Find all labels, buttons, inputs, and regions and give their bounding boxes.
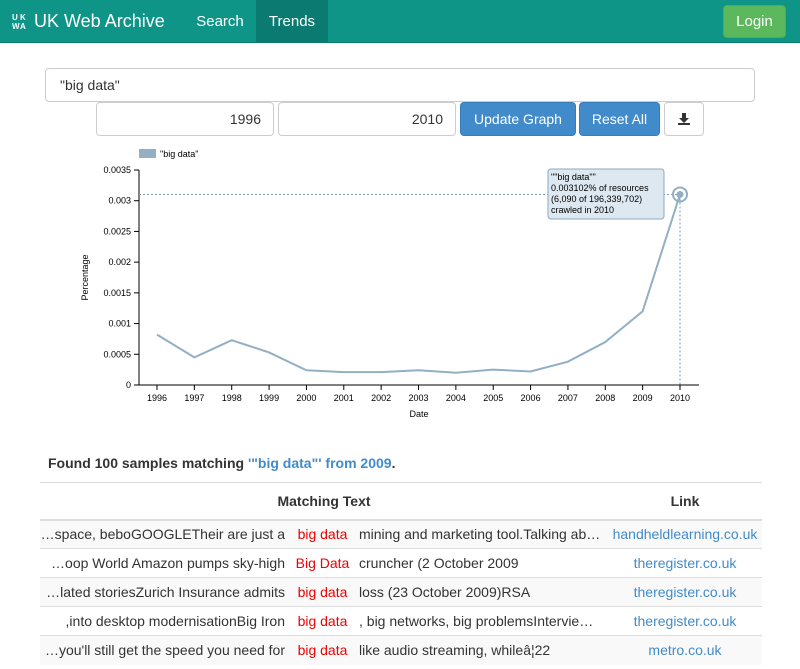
match-suffix: like audio streaming, whileâ¦22 [353,635,608,665]
y-tick-label: 0.0035 [103,165,131,175]
result-link[interactable]: theregister.co.uk [608,548,762,578]
legend-label: "big data" [160,149,198,159]
trend-chart: 0 0.0005 0.001 0.0015 0.002 0.0025 0.003 0.0035… [80,149,699,419]
table-row: …oop World Amazon pumps sky-high Big Data… [40,548,762,578]
x-tick-label: 1997 [184,393,204,403]
y-tick-label: 0.002 [108,257,131,267]
download-button[interactable] [664,102,704,136]
table-header-row: Matching Text Link [40,482,762,521]
legend-swatch [139,149,156,158]
y-axis-label: Percentage [80,254,90,300]
download-icon [678,113,690,125]
results-table: Matching Text Link …space, beboGOOGLEThe… [40,482,762,665]
match-prefix: …space, beboGOOGLETheir are just a [40,519,292,549]
tooltip-line: ""big data"" [551,172,596,182]
result-link[interactable]: theregister.co.uk [608,577,762,607]
x-tick-label: 2005 [483,393,503,403]
table-row: ,into desktop modernisationBig Iron big d… [40,606,762,636]
x-tick-label: 1999 [259,393,279,403]
x-tick-label: 2003 [408,393,428,403]
update-graph-button[interactable]: Update Graph [460,102,576,136]
x-tick-label: 2007 [558,393,578,403]
match-suffix: cruncher (2 October 2009 [353,548,608,578]
found-summary: Found 100 samples matching '"big data"' … [48,455,396,471]
reset-all-button[interactable]: Reset All [579,102,660,136]
match-prefix: ,into desktop modernisationBig Iron [40,606,292,636]
x-tick-label: 2008 [595,393,615,403]
x-tick-label: 2004 [446,393,466,403]
x-tick-label: 2010 [670,393,690,403]
x-tick-label: 2001 [334,393,354,403]
match-term: big data [292,519,353,549]
result-link[interactable]: theregister.co.uk [608,606,762,636]
result-link[interactable]: metro.co.uk [608,635,762,665]
navbar: U K W A UK Web Archive Search Trends Log… [0,0,800,43]
y-tick-label: 0.0025 [103,226,131,236]
tooltip-line: crawled in 2010 [551,205,614,215]
result-link[interactable]: handheldlearning.co.uk [608,519,762,549]
nav-search[interactable]: Search [196,13,244,30]
match-term: big data [292,635,353,665]
table-row: …space, beboGOOGLETheir are just a big da… [40,519,762,549]
header-matching-text: Matching Text [40,482,608,521]
match-term: big data [292,577,353,607]
y-tick-label: 0.001 [108,319,131,329]
x-tick-label: 1996 [147,393,167,403]
nav-trends[interactable]: Trends [256,0,328,43]
y-tick-label: 0.003 [108,196,131,206]
match-prefix: …lated storiesZurich Insurance admits [40,577,292,607]
year-from-input[interactable]: 1996 [96,102,274,136]
tooltip-line: 0.003102% of resources [551,183,649,193]
header-link: Link [608,482,762,521]
tooltip-line: (6,090 of 196,339,702) [551,194,642,204]
brand[interactable]: U K W A UK Web Archive [12,0,165,43]
tooltip-box [547,168,665,220]
match-term: big data [292,606,353,636]
x-tick-label: 2006 [521,393,541,403]
match-prefix: …oop World Amazon pumps sky-high [40,548,292,578]
login-button[interactable]: Login [723,5,786,38]
found-term-link[interactable]: '"big data"' from 2009 [247,455,392,471]
x-tick-label: 2009 [633,393,653,403]
brand-title: UK Web Archive [34,11,165,31]
x-tick-label: 2000 [296,393,316,403]
highlight-point-ring [672,186,688,203]
y-tick-label: 0.0005 [103,349,131,359]
series-line [156,194,681,374]
y-tick-label: 0 [126,380,131,390]
highlight-point [676,190,684,198]
table-row: …you'll still get the speed you need for… [40,635,762,665]
x-tick-label: 2002 [371,393,391,403]
query-input[interactable]: "big data" [45,68,755,102]
match-suffix: loss (23 October 2009)RSA [353,577,608,607]
match-suffix: , big networks, big problemsIntervie… [353,606,608,636]
table-row: …lated storiesZurich Insurance admits big… [40,577,762,607]
match-term: Big Data [292,548,353,578]
year-to-input[interactable]: 2010 [278,102,456,136]
match-prefix: …you'll still get the speed you need for [40,635,292,665]
x-axis-label: Date [409,409,428,419]
match-suffix: mining and marketing tool.Talking ab… [353,519,608,549]
ukwa-logo: U K W A [12,12,26,31]
y-tick-label: 0.0015 [103,288,131,298]
x-tick-label: 1998 [222,393,242,403]
